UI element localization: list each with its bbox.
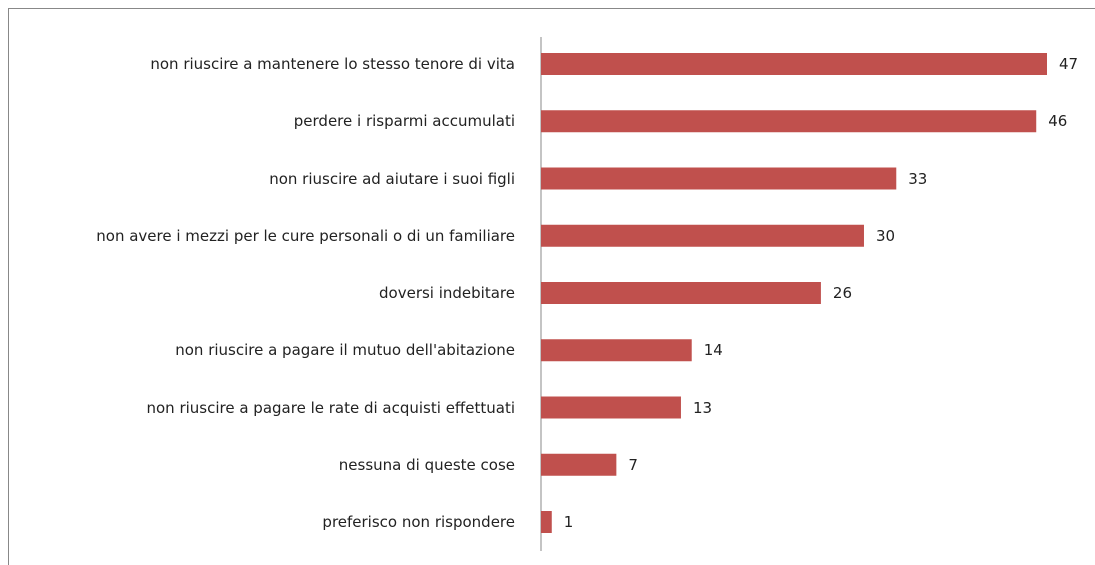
category-label: non riuscire a pagare il mutuo dell'abit… <box>175 322 515 378</box>
category-text: doversi indebitare <box>379 284 515 302</box>
chart-frame <box>8 8 1095 565</box>
category-label: preferisco non rispondere <box>322 494 515 550</box>
category-text: preferisco non rispondere <box>322 513 515 531</box>
value-label: 14 <box>703 341 723 360</box>
category-text: nessuna di queste cose <box>338 455 515 474</box>
category-label: non avere i mezzi per le cure personali … <box>96 208 515 264</box>
value-label: 46 <box>1048 112 1068 131</box>
value-label: 30 <box>875 226 896 245</box>
value-label: 26 <box>832 284 852 302</box>
category-label: perdere i risparmi accumulati <box>294 93 515 149</box>
bar <box>541 396 681 419</box>
value-label: 33 <box>908 169 928 188</box>
category-text: non avere i mezzi per le cure personali … <box>96 226 515 245</box>
bar <box>541 339 692 362</box>
bar <box>541 453 617 476</box>
bar <box>541 224 864 247</box>
bar <box>541 110 1037 133</box>
value-label: 47 <box>1059 55 1079 73</box>
value-label: 7 <box>628 455 638 474</box>
category-label: non riuscire ad aiutare i suoi figli <box>269 151 515 207</box>
category-label: non riuscire a mantenere lo stesso tenor… <box>150 36 515 92</box>
category-text: non riuscire ad aiutare i suoi figli <box>269 169 515 188</box>
bar <box>541 282 821 304</box>
category-text: non riuscire a mantenere lo stesso tenor… <box>150 55 515 73</box>
category-label: non riuscire a pagare le rate di acquist… <box>146 380 515 436</box>
category-label: doversi indebitare <box>379 265 515 321</box>
category-text: non riuscire a pagare le rate di acquist… <box>146 398 515 417</box>
bar <box>541 511 552 533</box>
bar <box>541 167 897 190</box>
category-label: nessuna di queste cose <box>339 437 515 493</box>
value-label: 13 <box>692 398 713 417</box>
category-text: perdere i risparmi accumulati <box>293 112 515 131</box>
category-text: non riuscire a pagare il mutuo dell'abit… <box>175 341 515 360</box>
bar <box>541 53 1047 75</box>
value-label: 1 <box>563 513 574 531</box>
